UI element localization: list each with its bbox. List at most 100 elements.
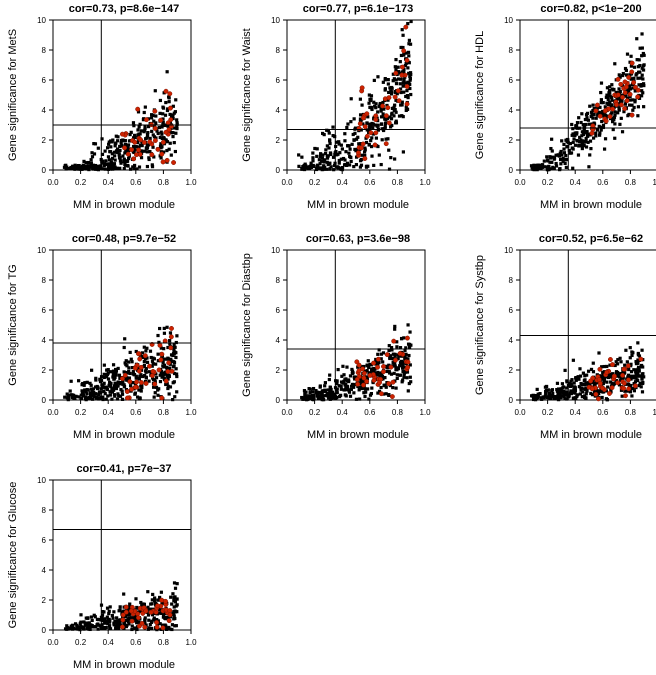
data-point	[569, 382, 573, 387]
data-point	[349, 159, 353, 164]
data-point	[389, 156, 393, 160]
x-tick-label: 0.2	[542, 178, 554, 187]
data-point	[147, 156, 151, 160]
data-point	[340, 147, 344, 151]
data-point	[402, 51, 406, 56]
data-point	[135, 167, 139, 171]
highlighted-point	[386, 120, 392, 126]
data-point	[543, 385, 548, 389]
data-point	[325, 167, 329, 171]
data-point	[174, 604, 178, 608]
data-point	[391, 385, 395, 390]
data-point	[615, 97, 619, 101]
data-point	[620, 130, 625, 134]
highlighted-point	[131, 156, 137, 162]
highlighted-point	[364, 379, 370, 384]
data-point	[625, 96, 630, 100]
data-point	[154, 121, 158, 125]
data-point	[345, 386, 349, 390]
data-point	[366, 359, 370, 363]
scatter-points	[529, 32, 646, 172]
data-point	[381, 100, 385, 105]
data-point	[530, 165, 534, 170]
data-point	[335, 165, 339, 169]
data-point	[408, 330, 412, 334]
data-point	[114, 141, 118, 145]
highlighted-point	[405, 364, 411, 370]
data-point	[148, 136, 152, 141]
highlighted-point	[404, 335, 410, 341]
data-point	[582, 143, 586, 147]
data-point	[308, 391, 312, 395]
data-point	[328, 151, 333, 155]
data-point	[163, 616, 167, 620]
data-point	[93, 385, 98, 389]
data-point	[171, 592, 175, 596]
data-point	[602, 111, 606, 115]
data-point	[617, 372, 621, 376]
data-point	[349, 97, 353, 101]
data-point	[345, 365, 349, 369]
data-point	[608, 85, 612, 89]
data-point	[338, 151, 342, 155]
data-point	[641, 380, 645, 385]
highlighted-point	[168, 345, 174, 351]
data-point	[320, 395, 325, 399]
data-point	[163, 370, 167, 374]
data-point	[403, 348, 407, 352]
data-point	[127, 139, 132, 143]
data-point	[110, 613, 114, 618]
data-point	[77, 164, 81, 168]
data-point	[579, 143, 583, 147]
data-point	[376, 123, 380, 127]
data-point	[322, 164, 326, 168]
x-tick-label: 0.0	[514, 408, 526, 417]
data-point	[159, 346, 163, 350]
data-point	[398, 60, 402, 64]
data-point	[599, 125, 604, 130]
data-point	[372, 100, 376, 104]
data-point	[389, 372, 394, 376]
data-point	[348, 374, 353, 378]
data-point	[398, 82, 402, 86]
highlighted-point	[364, 133, 370, 139]
data-point	[388, 356, 392, 361]
data-point	[71, 393, 75, 397]
data-point	[405, 93, 410, 98]
highlighted-point	[134, 379, 139, 385]
data-point	[329, 391, 333, 396]
data-point	[618, 122, 622, 126]
highlighted-point	[386, 95, 392, 101]
x-tick-label: 0.2	[75, 178, 87, 187]
data-point	[166, 377, 170, 381]
data-point	[593, 390, 597, 394]
data-point	[109, 160, 113, 164]
highlighted-point	[629, 69, 635, 75]
highlighted-point	[166, 360, 172, 366]
x-tick-label: 0.4	[103, 178, 115, 187]
highlighted-point	[627, 91, 633, 97]
data-point	[97, 617, 101, 622]
data-point	[601, 123, 606, 127]
data-point	[374, 136, 378, 140]
highlighted-point	[373, 130, 379, 136]
data-point	[88, 164, 93, 168]
highlighted-point	[138, 364, 144, 370]
data-point	[151, 133, 155, 137]
data-point	[603, 105, 607, 109]
data-point	[631, 386, 635, 391]
data-point	[641, 77, 645, 81]
data-point	[629, 362, 633, 366]
data-point	[383, 87, 387, 91]
highlighted-point	[635, 94, 641, 100]
data-point	[160, 132, 164, 136]
data-point	[640, 32, 644, 36]
data-point	[565, 386, 569, 390]
data-point	[581, 390, 585, 394]
data-point	[326, 128, 330, 133]
data-point	[312, 164, 316, 169]
data-point	[559, 149, 563, 154]
data-point	[164, 138, 168, 142]
